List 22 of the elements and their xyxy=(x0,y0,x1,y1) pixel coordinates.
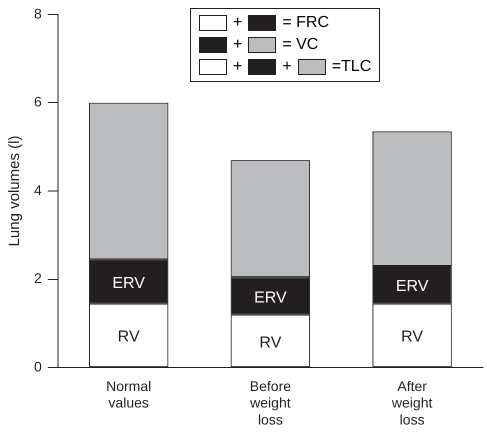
text: ERV xyxy=(396,278,428,296)
annotation: = FRC xyxy=(282,13,330,33)
y-axis-title: Lung volumes (l) xyxy=(6,136,24,246)
x-tick-label: Normal values xyxy=(106,378,152,411)
y-tick-label: 2 xyxy=(34,270,42,286)
annotation: + xyxy=(233,35,242,55)
x-tick-label: Before weight loss xyxy=(249,378,292,428)
y-tick-label: 4 xyxy=(34,182,42,198)
annotation: + xyxy=(282,57,292,77)
annotation: =TLC xyxy=(332,57,372,77)
x-tick-label: After weight loss xyxy=(390,378,432,428)
annotation: + xyxy=(233,57,242,77)
series-label: ERV xyxy=(254,289,288,306)
y-tick-label: 0 xyxy=(34,358,42,374)
y-tick-label: 8 xyxy=(34,5,42,22)
annotation: + xyxy=(233,13,242,33)
y-tick-label: 6 xyxy=(34,94,42,110)
annotation: = VC xyxy=(282,35,318,55)
text: RV xyxy=(401,328,424,346)
series-label: RV xyxy=(259,334,282,352)
text: RV xyxy=(118,328,140,346)
text: ERV xyxy=(112,274,145,292)
